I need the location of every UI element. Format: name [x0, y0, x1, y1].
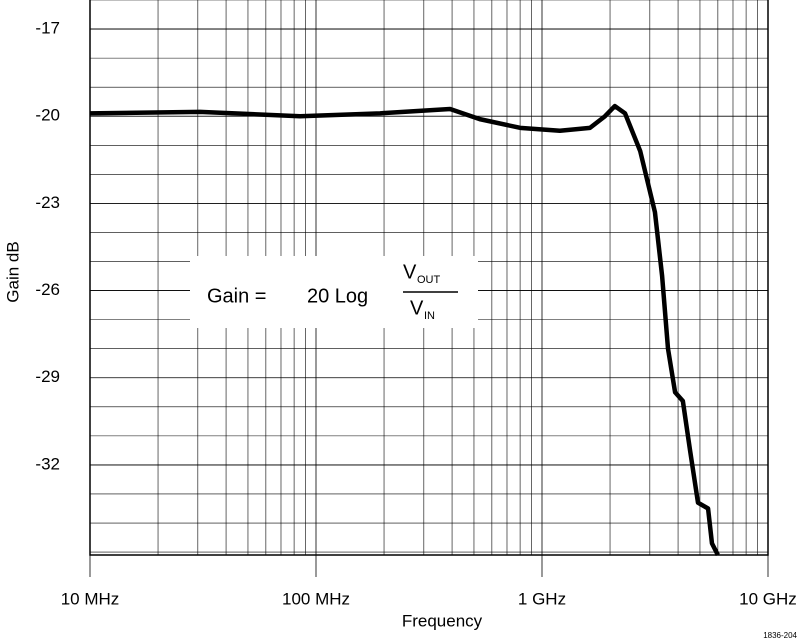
x-tick-label: 10 GHz [739, 589, 797, 608]
annotation-text: IN [424, 310, 435, 322]
y-tick-label: -32 [35, 454, 60, 473]
plot-frame [89, 0, 769, 556]
x-tick-label: 100 MHz [282, 589, 350, 608]
figure-id: 1836-204 [763, 631, 797, 640]
y-tick-label: -26 [35, 280, 60, 299]
x-tick-label: 10 MHz [61, 589, 120, 608]
annotation-text: Gain = [207, 285, 266, 307]
annotation-text: V [410, 297, 424, 319]
annotation-text: 20 Log [307, 285, 368, 307]
annotation-text: OUT [417, 274, 441, 286]
data-line [89, 103, 720, 557]
y-tick-label: -17 [35, 19, 60, 38]
y-axis-label: Gain dB [3, 241, 22, 302]
x-tick-label: 1 GHz [518, 589, 566, 608]
y-tick-label: -23 [35, 193, 60, 212]
annotation-text: V [403, 261, 417, 283]
x-axis-label: Frequency [402, 611, 483, 630]
y-tick-label: -20 [35, 106, 60, 125]
y-tick-label: -29 [35, 367, 60, 386]
